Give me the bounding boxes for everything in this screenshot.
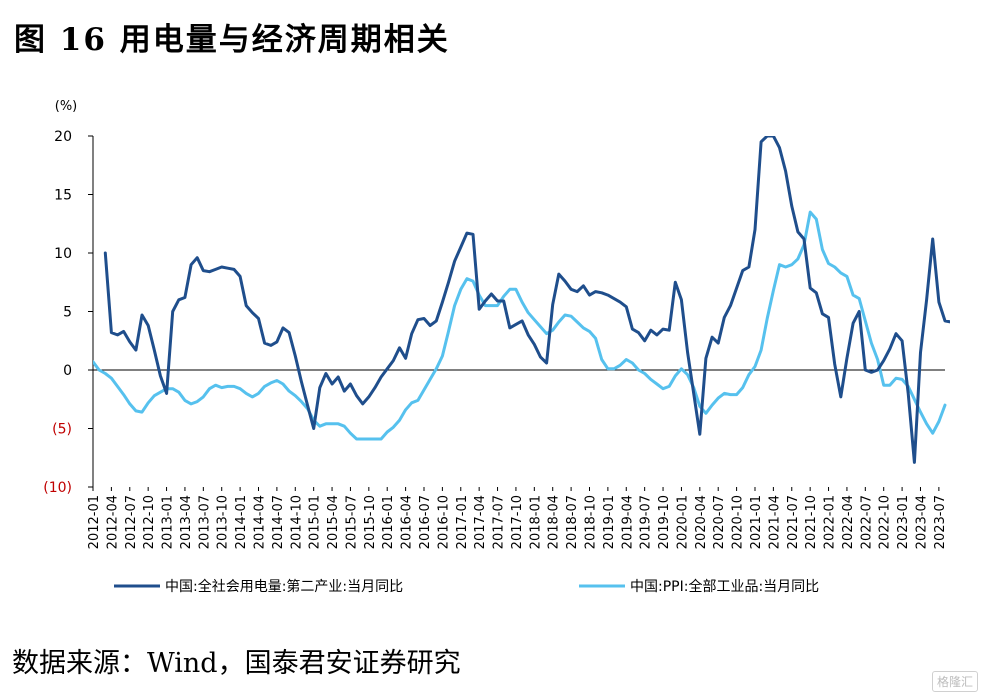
x-tick-label: 2019-07 [639,495,654,549]
x-tick-label: 2019-01 [602,495,617,549]
x-tick-label: 2023-07 [933,495,948,549]
x-tick-label: 2023-01 [896,495,911,549]
x-tick-label: 2014-10 [289,495,304,549]
x-tick-label: 2016-01 [381,495,396,549]
x-tick-label: 2019-04 [620,495,635,549]
x-tick-label: 2022-04 [841,495,856,549]
source-note: 数据来源：Wind，国泰君安证券研究 [12,648,461,679]
x-tick-label: 2019-10 [657,495,672,549]
x-tick-label: 2018-07 [565,495,580,549]
x-tick-label: 2018-04 [547,495,562,549]
x-tick-label: 2020-07 [712,495,727,549]
x-tick-label: 2013-04 [179,495,194,549]
x-tick-label: 2021-04 [767,495,782,549]
x-tick-label: 2017-10 [510,495,525,549]
x-tick-label: 2022-07 [859,495,874,549]
x-tick-label: 2015-01 [308,495,323,549]
legend-label-electricity: 中国:全社会用电量:第二产业:当月同比 [165,578,403,595]
y-tick-label: (10) [43,480,72,496]
y-tick-label: 5 [63,305,72,321]
x-tick-label: 2012-10 [142,495,157,549]
x-tick-label: 2014-07 [271,495,286,549]
x-ticks: 2012-01 2012-04 2012-07 2012-10 2013-01 2013-… [87,487,948,549]
x-tick-label: 2021-07 [786,495,801,549]
line-chart: (%) 20 15 10 5 0 (5) (10) 2012-01 2012-04 2012-0… [43,99,950,595]
x-tick-label: 2017-07 [492,495,507,549]
x-tick-label: 2016-07 [418,495,433,549]
x-tick-label: 2013-10 [216,495,231,549]
x-tick-label: 2022-10 [878,495,893,549]
x-tick-label: 2020-10 [731,495,746,549]
y-tick-label: 15 [54,188,72,204]
y-tick-label: 10 [54,246,72,262]
x-tick-label: 2015-04 [326,495,341,549]
y-ticks: 20 15 10 5 0 (5) (10) [43,129,93,496]
x-tick-label: 2022-01 [823,495,838,549]
x-tick-label: 2012-07 [124,495,139,549]
x-tick-label: 2013-01 [161,495,176,549]
x-tick-label: 2012-01 [87,495,102,549]
x-tick-label: 2020-04 [694,495,709,549]
x-tick-label: 2016-10 [436,495,451,549]
watermark-logo: 格隆汇 [931,671,978,692]
x-tick-label: 2013-07 [197,495,212,549]
series-line-ppi [93,210,947,441]
x-tick-label: 2012-04 [105,495,120,549]
x-tick-label: 2015-07 [344,495,359,549]
x-tick-label: 2014-04 [252,495,267,549]
legend: 中国:全社会用电量:第二产业:当月同比 中国:PPI:全部工业品:当月同比 [114,578,819,595]
legend-label-ppi: 中国:PPI:全部工业品:当月同比 [630,578,819,595]
x-tick-label: 2021-10 [804,495,819,549]
plot-area [93,136,950,464]
y-tick-label: 20 [54,129,72,145]
x-tick-label: 2018-10 [583,495,598,549]
y-unit-label: (%) [55,99,78,114]
x-tick-label: 2016-04 [400,495,415,549]
x-tick-label: 2023-04 [914,495,929,549]
x-tick-label: 2017-04 [473,495,488,549]
x-tick-label: 2014-01 [234,495,249,549]
y-tick-label: (5) [52,422,72,438]
x-tick-label: 2018-01 [528,495,543,549]
x-tick-label: 2021-01 [749,495,764,549]
figure-title: 图 16 用电量与经济周期相关 [14,22,450,58]
x-tick-label: 2015-10 [363,495,378,549]
x-tick-label: 2017-01 [455,495,470,549]
series-line-electricity [103,136,950,464]
x-tick-label: 2020-01 [675,495,690,549]
y-tick-label: 0 [63,363,72,379]
